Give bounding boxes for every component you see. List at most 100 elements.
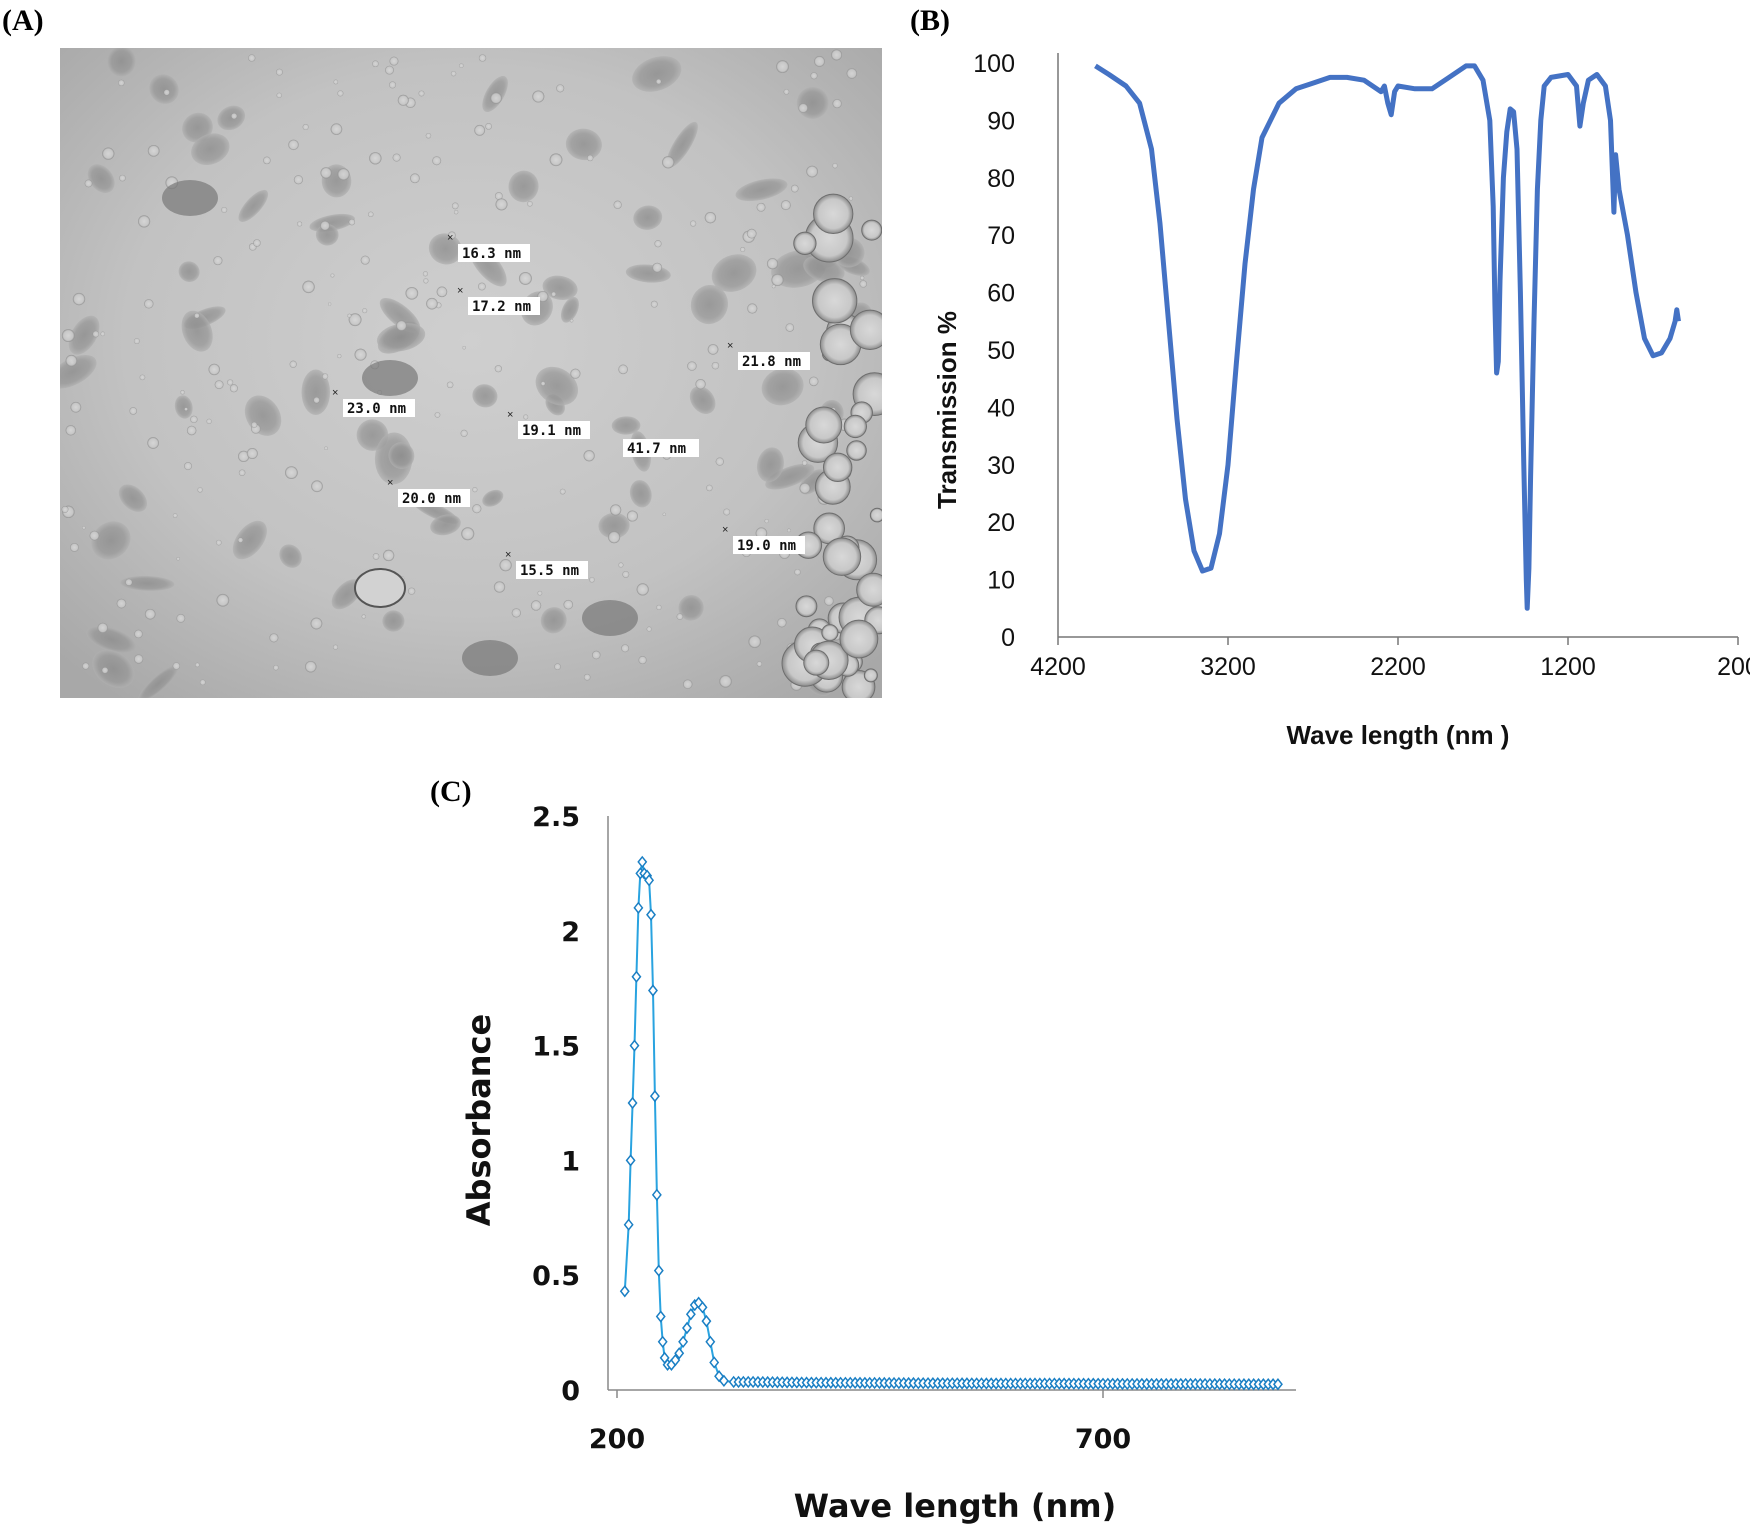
tem-droplet <box>646 626 652 632</box>
tem-dark-particle <box>629 480 652 508</box>
tem-droplet <box>333 79 339 85</box>
svg-text:19.0 nm: 19.0 nm <box>737 538 796 554</box>
tem-droplet <box>389 56 399 66</box>
uv-vis-data-point <box>697 1301 708 1314</box>
uv-vis-x-ticks: 200 700 <box>589 1390 1131 1455</box>
tem-droplet <box>70 401 82 413</box>
svg-text:19.1 nm: 19.1 nm <box>522 423 581 439</box>
panel-label-b: (B) <box>910 4 950 37</box>
tem-droplet <box>589 577 595 583</box>
tem-droplet <box>237 537 244 543</box>
tem-droplet <box>860 275 865 280</box>
tem-droplet <box>238 450 250 462</box>
tem-droplet <box>618 364 628 375</box>
uv-vis-y-ticks: 0 0.5 1 1.5 2 2.5 <box>532 802 580 1407</box>
tem-dark-particle <box>315 224 339 246</box>
tem-droplet-cluster <box>805 406 843 444</box>
ftir-series <box>1094 63 1681 611</box>
tem-droplet <box>310 617 323 630</box>
tem-droplet <box>263 156 271 165</box>
tem-droplet <box>472 504 482 514</box>
tem-droplet <box>549 153 563 167</box>
tem-dark-particle <box>535 366 579 406</box>
tem-droplet <box>361 614 366 619</box>
tem-droplet <box>569 318 574 323</box>
tem-droplet <box>337 168 350 181</box>
uv-vis-y-tick-label: 1.5 <box>532 1032 580 1063</box>
tem-droplet <box>405 286 419 300</box>
tem-dark-particle <box>756 447 784 483</box>
uv-vis-data-point <box>653 1264 664 1277</box>
uv-vis-data-point <box>657 1335 668 1348</box>
svg-text:×: × <box>507 409 513 421</box>
tem-droplet <box>511 608 521 618</box>
tem-dark-particle <box>689 386 716 414</box>
tem-droplet <box>448 231 456 240</box>
tem-droplet <box>147 144 160 157</box>
tem-droplet <box>676 613 684 620</box>
tem-droplet <box>756 202 766 212</box>
tem-droplet-cluster <box>863 668 878 683</box>
tem-dark-particle <box>118 484 148 512</box>
tem-droplet <box>213 256 223 266</box>
tem-droplet <box>622 570 630 578</box>
tem-dark-particle <box>472 384 498 408</box>
ftir-x-tick-label: 4200 <box>1030 653 1086 681</box>
tem-droplet <box>690 220 697 227</box>
tem-droplet <box>806 165 818 178</box>
uv-vis-y-tick-label: 2.5 <box>532 802 580 833</box>
tem-droplet <box>360 255 370 265</box>
ftir-chart: 4200 3200 2200 1200 200 0 10 20 30 40 50 60 70 80 90 1… <box>932 50 1750 750</box>
svg-text:×: × <box>387 477 393 489</box>
tem-droplet <box>610 504 622 516</box>
tem-dark-particle <box>149 74 179 104</box>
tem-droplet <box>766 258 779 270</box>
tem-droplet <box>771 273 784 287</box>
tem-droplet-cluster <box>839 619 879 659</box>
tem-droplet <box>832 163 838 169</box>
tem-droplet <box>662 156 675 169</box>
tem-droplet-cluster <box>849 309 882 350</box>
tem-droplet <box>273 664 279 671</box>
tem-droplet <box>61 329 75 342</box>
tem-droplet <box>324 446 328 451</box>
tem-droplet <box>780 200 791 211</box>
tem-droplet <box>333 644 339 650</box>
uv-vis-data-point <box>655 1310 666 1323</box>
tem-droplet <box>82 526 86 530</box>
tem-droplet <box>527 201 533 207</box>
tem-droplet <box>382 549 395 562</box>
ftir-y-tick-label: 80 <box>987 165 1015 193</box>
ftir-y-tick-label: 30 <box>987 452 1015 480</box>
tem-dark-particle <box>178 261 200 282</box>
tem-droplet <box>554 663 561 670</box>
tem-droplet <box>846 68 858 79</box>
tem-droplet <box>453 209 459 215</box>
tem-droplet-cluster <box>846 440 867 461</box>
tem-droplet <box>723 508 731 516</box>
tem-droplet <box>608 531 621 544</box>
tem-droplet <box>490 92 502 104</box>
tem-droplet <box>654 240 662 248</box>
tem-dark-particle <box>382 610 405 632</box>
scale-label-3: × 21.8 nm <box>727 340 810 370</box>
tem-droplet <box>832 99 842 109</box>
tem-droplet <box>848 196 853 201</box>
tem-droplet <box>172 513 178 518</box>
ftir-y-tick-label: 50 <box>987 337 1015 365</box>
tem-droplet <box>337 90 344 97</box>
scale-label-5: × 19.1 nm <box>507 409 590 439</box>
tem-droplet <box>251 421 258 428</box>
tem-dark-particle <box>238 189 269 222</box>
tem-droplet-cluster <box>822 537 862 576</box>
uv-vis-data-point <box>1272 1378 1283 1391</box>
tem-dark-particle <box>565 128 602 161</box>
tem-droplet <box>289 360 297 368</box>
svg-text:23.0 nm: 23.0 nm <box>347 401 406 417</box>
tem-dark-particle <box>598 512 630 539</box>
tem-droplet <box>559 488 566 495</box>
tem-droplet <box>92 330 100 338</box>
tem-droplet <box>61 506 69 513</box>
tem-dark-particle <box>482 489 504 507</box>
uv-vis-y-tick-label: 0 <box>561 1376 580 1407</box>
